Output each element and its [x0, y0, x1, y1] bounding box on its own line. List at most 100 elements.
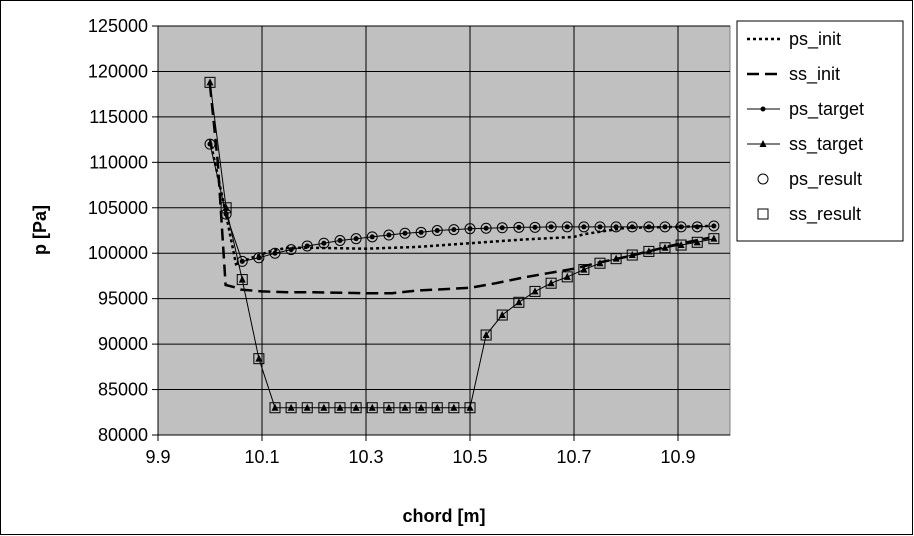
- ss_target-point: [255, 354, 263, 362]
- x-tick-label: 10.9: [660, 447, 695, 467]
- legend: ps_init ss_init ps_target ss_target ps_resul…: [736, 20, 904, 242]
- ps_result-point: [448, 224, 460, 236]
- legend-label-ps_init: ps_init: [789, 29, 841, 50]
- ps_target-point: [402, 230, 408, 236]
- ss_target-point: [368, 403, 376, 411]
- ps_target-point: [207, 141, 213, 147]
- ss_result-point: [415, 402, 427, 414]
- ss_result-point: [253, 353, 265, 365]
- ss_result-point: [269, 402, 281, 414]
- ss_result-point: [399, 402, 411, 414]
- ps_result-point: [659, 221, 671, 233]
- ss_result-point: [236, 274, 248, 286]
- x-tick-label: 10.1: [244, 447, 279, 467]
- ps_target-point: [694, 224, 700, 230]
- ss_result-point: [301, 402, 313, 414]
- legend-symbol-ps_target: [747, 106, 780, 112]
- ss_target-point: [563, 272, 571, 280]
- ss_result-point: [561, 271, 573, 283]
- ps_target-point: [434, 228, 440, 233]
- ps_target-point: [386, 232, 392, 238]
- ss_result-point: [691, 236, 703, 248]
- ps_result-point: [204, 138, 216, 150]
- ss_result-point: [643, 245, 655, 257]
- ps_result-point: [253, 252, 265, 264]
- ss_result-point: [610, 253, 622, 265]
- ps_result-point: [545, 221, 557, 233]
- ps_result-point: [350, 233, 362, 245]
- ss_target-point: [628, 251, 636, 259]
- ss_target-point: [303, 403, 311, 411]
- x-tick-label: 10.5: [452, 447, 487, 467]
- ss_result-point: [383, 402, 395, 414]
- ss_target-point: [547, 279, 555, 287]
- ss_target-point: [515, 298, 523, 306]
- y-tick-label: 90000: [98, 334, 148, 354]
- ps_target-point: [239, 258, 245, 264]
- ss_result-point: [480, 329, 492, 341]
- ss_target-point: [710, 234, 718, 242]
- ps_result-point: [513, 221, 525, 233]
- ps_result-point: [431, 225, 443, 236]
- ps_target-point: [337, 237, 343, 243]
- ps_result-point: [578, 221, 590, 233]
- ps_target-point: [678, 224, 684, 230]
- ss_target-point: [580, 265, 588, 273]
- y-tick-label: 120000: [88, 61, 148, 81]
- ss_result-point: [366, 402, 378, 414]
- ps_target-point: [629, 224, 635, 230]
- ss_target-point: [401, 403, 409, 411]
- ps_result-point: [366, 231, 378, 243]
- ps_target-point: [467, 226, 473, 232]
- series-ss_target-line: [209, 82, 715, 409]
- ss_result-point: [708, 233, 720, 245]
- series-ps_target-line: [209, 144, 714, 262]
- ps_result-point: [399, 227, 411, 239]
- ps_result-point: [643, 221, 655, 233]
- ps_target-point: [499, 225, 505, 231]
- legend-symbol-ps_result: [757, 173, 769, 185]
- ss_target-point: [287, 403, 295, 411]
- ps_target-point: [321, 240, 327, 246]
- ps_target-point: [451, 227, 457, 233]
- ss_target-point: [433, 403, 441, 411]
- ss_target-point: [661, 243, 669, 251]
- legend-label-ss_init: ss_init: [789, 64, 840, 85]
- ss_target-point: [677, 241, 685, 249]
- ss_result-point: [334, 402, 346, 414]
- y-tick-labels: 125000 120000 115000 110000 105000 100000 9500…: [88, 16, 148, 445]
- ps_result-point: [285, 244, 297, 256]
- ss_result-point: [513, 296, 525, 308]
- ps_result-point: [464, 223, 476, 235]
- ps_target-point: [548, 224, 554, 230]
- ss_result-point: [318, 402, 330, 414]
- ss_target-point: [482, 331, 490, 339]
- y-tick-label: 95000: [98, 289, 148, 309]
- legend-label-ss_result: ss_result: [789, 204, 861, 225]
- y-tick-label: 115000: [89, 107, 148, 127]
- x-tick-label: 10.7: [556, 447, 591, 467]
- ps_target-point: [483, 225, 489, 231]
- legend-symbol-ss_target: [747, 140, 780, 147]
- ss_result-point: [496, 309, 508, 321]
- y-tick-label: 105000: [88, 198, 148, 218]
- ss_target-point: [320, 403, 328, 411]
- legend-symbol-ss_result: [757, 208, 769, 220]
- ps_result-point: [496, 222, 508, 234]
- y-tick-label: 85000: [98, 380, 148, 400]
- ss_target-point: [271, 403, 279, 411]
- ps_target-point: [288, 247, 294, 253]
- x-tick-label: 10.3: [348, 447, 383, 467]
- ps_target-point: [581, 224, 587, 230]
- ps_target-point: [613, 224, 619, 230]
- series-ps_init-line: [208, 139, 710, 266]
- y-axis-title: p [Pa]: [30, 205, 50, 255]
- ss_result-point: [464, 402, 476, 414]
- ps_target-point: [223, 211, 229, 217]
- x-tick-labels: 9.9 10.1 10.3 10.5 10.7 10.9: [145, 447, 695, 467]
- y-tick-label: 80000: [98, 425, 148, 445]
- ps_target-point: [711, 223, 717, 229]
- ps_target-point: [532, 224, 538, 230]
- ps_target-point: [662, 224, 668, 230]
